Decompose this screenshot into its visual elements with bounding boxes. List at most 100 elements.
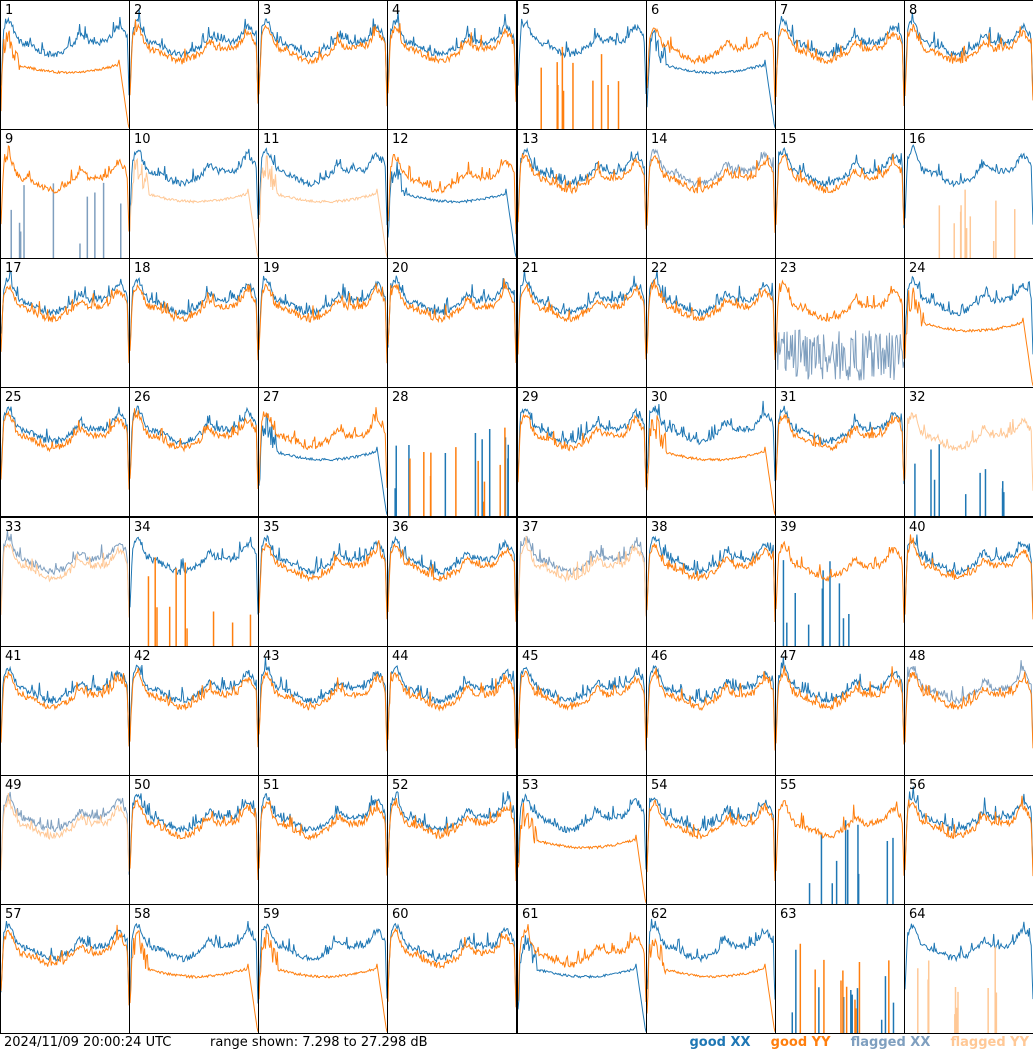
yy-series [776,279,904,360]
panel-plot [259,534,387,620]
xx-series [791,949,895,1033]
panel-44: 44 [387,646,517,776]
panel-plot [388,153,516,257]
panel-label: 22 [651,261,668,276]
xx-series [1,406,129,483]
panel-7: 7 [775,0,905,130]
xx-series [776,656,904,742]
yy-series [130,930,258,1032]
panel-plot [1,791,129,875]
panel-plot [130,148,258,257]
panel-plot [130,664,258,748]
panel-plot [388,11,516,102]
xx-series [10,182,122,258]
panel-plot [130,921,258,1032]
panel-label: 60 [392,907,409,922]
xx-series [905,275,1033,355]
panel-label: 12 [392,132,409,147]
panel-plot [518,793,646,903]
yy-series [1,284,129,364]
yy-series [938,189,1016,258]
xx-series [1,16,129,96]
panel-label: 17 [5,261,22,276]
yy-series [1,924,129,1006]
panel-1: 1 [0,0,130,130]
panel-plot [130,277,258,361]
panel-43: 43 [258,646,388,776]
panel-label: 32 [909,390,926,405]
panel-label: 52 [392,778,409,793]
panel-20: 20 [387,258,517,388]
yy-series [776,540,904,623]
panel-52: 52 [387,775,517,905]
xx-series [1,665,129,745]
panel-16: 16 [904,129,1033,259]
xx-series [647,535,775,613]
panel-plot [259,275,387,364]
xx-series [647,29,775,128]
yy-series [259,671,387,752]
panel-39: 39 [775,517,905,647]
panel-61: 61 [517,904,647,1034]
panel-15: 15 [775,129,905,259]
panel-30: 30 [646,387,776,517]
xx-series [259,656,387,741]
panel-plot [259,793,387,876]
yy-series [905,795,1033,877]
yy-series [1,410,129,490]
panel-label: 28 [392,390,409,405]
panel-plot [776,146,904,229]
xx-series [647,797,775,873]
panel-label: 2 [134,3,143,18]
panel-label: 43 [263,649,280,664]
panel-label: 33 [5,520,22,535]
panel-label: 49 [5,778,22,793]
panel-plot [647,148,775,233]
panel-label: 59 [263,907,280,922]
panel-47: 47 [775,646,905,776]
panel-plot [259,656,387,752]
panel-plot [647,664,775,751]
panel-50: 50 [129,775,259,905]
panel-63: 63 [775,904,905,1034]
yy-series [905,671,1033,749]
panel-label: 3 [263,3,272,18]
panel-label: 40 [909,520,926,535]
panel-label: 39 [780,520,797,535]
panel-label: 14 [651,132,668,147]
xx-series [394,428,510,516]
yy-series [259,540,387,620]
panel-plot [1,530,129,618]
panel-label: 10 [134,132,151,147]
panel-label: 62 [651,907,668,922]
yy-series [776,800,904,876]
timestamp: 2024/11/09 20:00:24 UTC [4,1035,172,1050]
xx-series [905,786,1033,869]
panel-label: 27 [263,390,280,405]
panel-11: 11 [258,129,388,259]
panel-36: 36 [387,517,517,647]
range-shown: range shown: 7.298 to 27.298 dB [210,1035,428,1050]
yy-series [259,24,387,107]
panel-plot [905,921,1033,1033]
panel-label: 61 [522,907,539,922]
panel-13: 13 [517,129,647,259]
panel-40: 40 [904,517,1033,647]
panel-label: 48 [909,649,926,664]
xx-series [808,820,894,904]
panel-plot [647,797,775,881]
panel-label: 58 [134,907,151,922]
panel-label: 8 [909,3,918,18]
xx-series [130,921,258,1004]
panel-plot [130,8,258,104]
legend-flagged-yy: flagged YY [950,1035,1030,1050]
xx-series [259,923,387,999]
panel-label: 11 [263,132,280,147]
panel-label: 20 [392,261,409,276]
xx-series [647,918,775,1000]
panel-plot [1,921,129,1006]
panel-label: 21 [522,261,539,276]
footer: 2024/11/09 20:00:24 UTC range shown: 7.2… [0,1033,1033,1053]
yy-series [130,667,258,748]
